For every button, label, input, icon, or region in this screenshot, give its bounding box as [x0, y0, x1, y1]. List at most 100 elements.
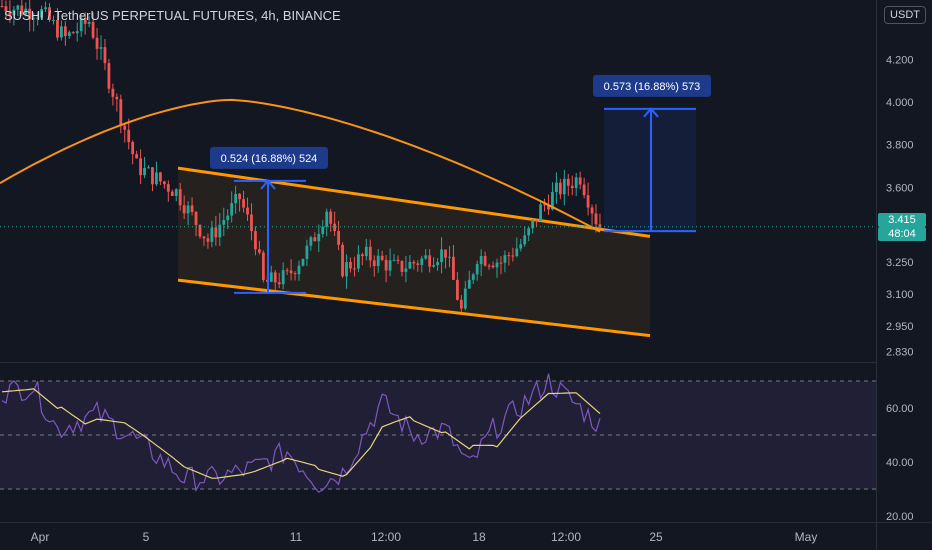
- candle-body: [8, 11, 12, 16]
- candle-body: [139, 158, 142, 176]
- moving-average-line: [0, 98, 601, 233]
- channel-upper-line: [177, 166, 651, 238]
- candle-body: [329, 211, 333, 224]
- chart-title: SUSHI / TetherUS PERPETUAL FUTURES, 4h, …: [4, 8, 341, 23]
- time-tick-label: May: [795, 530, 818, 544]
- candle-body: [56, 19, 59, 38]
- candle-body: [360, 254, 364, 257]
- candle-body: [16, 5, 20, 10]
- candle-body: [214, 227, 218, 238]
- candle-body: [551, 192, 554, 210]
- price-tick-label: 2.950: [886, 321, 914, 333]
- measure-label: 0.524 (16.88%) 524: [221, 153, 318, 165]
- candle-body: [317, 233, 321, 242]
- candle-body: [87, 21, 91, 24]
- candle-body: [246, 207, 249, 215]
- candle-body: [372, 260, 376, 267]
- measure-arrowhead: [643, 107, 659, 118]
- candle-body: [396, 259, 400, 261]
- candle-body: [297, 265, 301, 275]
- candle-body: [12, 9, 16, 16]
- time-tick-label: 12:00: [551, 530, 581, 544]
- candle-body: [71, 32, 75, 34]
- candle-body: [499, 262, 503, 264]
- candle-body: [452, 256, 455, 280]
- rsi-line: [1, 373, 601, 493]
- candle-body: [353, 268, 356, 270]
- candle-body: [467, 279, 471, 289]
- candle-body: [67, 32, 71, 37]
- candle-body: [258, 249, 261, 253]
- candle-body: [590, 207, 594, 214]
- candle-body: [28, 8, 32, 20]
- currency-button[interactable]: USDT: [884, 6, 926, 24]
- candle-body: [388, 260, 392, 271]
- candle-body: [44, 7, 47, 10]
- rsi-tick-label: 60.00: [886, 403, 914, 415]
- candle-body: [507, 255, 511, 257]
- candle-body: [20, 5, 24, 15]
- candle-body: [218, 224, 222, 238]
- candle-body: [586, 195, 590, 208]
- candle-body: [119, 99, 123, 126]
- candle-body: [562, 178, 566, 195]
- candle-body: [333, 223, 337, 232]
- time-tick-label: 12:00: [371, 530, 401, 544]
- candle-body: [313, 237, 317, 242]
- candle-body: [432, 265, 436, 267]
- candle-body: [570, 185, 574, 188]
- candle-body: [222, 220, 226, 225]
- candle-body: [269, 272, 273, 282]
- candle-body: [515, 248, 519, 257]
- candle-body: [444, 249, 447, 258]
- candle-body: [281, 270, 285, 285]
- candle-body: [531, 219, 535, 229]
- price-tick-label: 3.100: [886, 289, 914, 301]
- candle-body: [535, 219, 538, 221]
- candle-body: [79, 17, 83, 32]
- candle-body: [436, 262, 439, 266]
- candle-body: [135, 154, 139, 159]
- candle-body: [574, 177, 578, 188]
- last-price-badge: 3.415: [878, 213, 926, 227]
- candle-body: [250, 214, 253, 232]
- candle-body: [400, 260, 404, 272]
- candle-body: [151, 167, 154, 185]
- candle-body: [162, 181, 166, 185]
- price-tick-label: 3.800: [886, 140, 914, 152]
- candle-body: [428, 255, 432, 267]
- candle-body: [598, 224, 602, 228]
- candle-body: [511, 255, 515, 257]
- candle-body: [182, 205, 186, 214]
- candle-body: [99, 47, 103, 49]
- candle-body: [115, 96, 119, 100]
- candle-body: [503, 255, 507, 263]
- measure-label: 0.573 (16.88%) 573: [604, 81, 701, 93]
- price-tick-label: 3.250: [886, 257, 914, 269]
- candle-body: [131, 141, 135, 155]
- candle-body: [4, 6, 8, 12]
- candle-body: [293, 273, 297, 275]
- candle-body: [364, 246, 368, 257]
- candle-body: [32, 18, 36, 20]
- candle-body: [349, 261, 352, 269]
- candle-body: [0, 6, 4, 7]
- measure-arrowhead: [260, 179, 276, 190]
- candle-body: [459, 299, 463, 309]
- candle-body: [440, 249, 443, 263]
- candle-body: [475, 264, 479, 275]
- candle-body: [487, 265, 491, 267]
- candle-body: [155, 172, 158, 185]
- price-pane: [0, 0, 876, 362]
- candle-body: [174, 189, 178, 197]
- candle-body: [368, 246, 372, 261]
- bar-countdown-badge: 48:04: [878, 227, 926, 241]
- candle-body: [147, 167, 150, 169]
- candle-body: [52, 19, 55, 21]
- candle-body: [186, 205, 190, 214]
- candle-body: [36, 17, 40, 19]
- candle-body: [345, 261, 348, 277]
- time-tick-label: Apr: [31, 530, 50, 544]
- candle-body: [404, 268, 408, 272]
